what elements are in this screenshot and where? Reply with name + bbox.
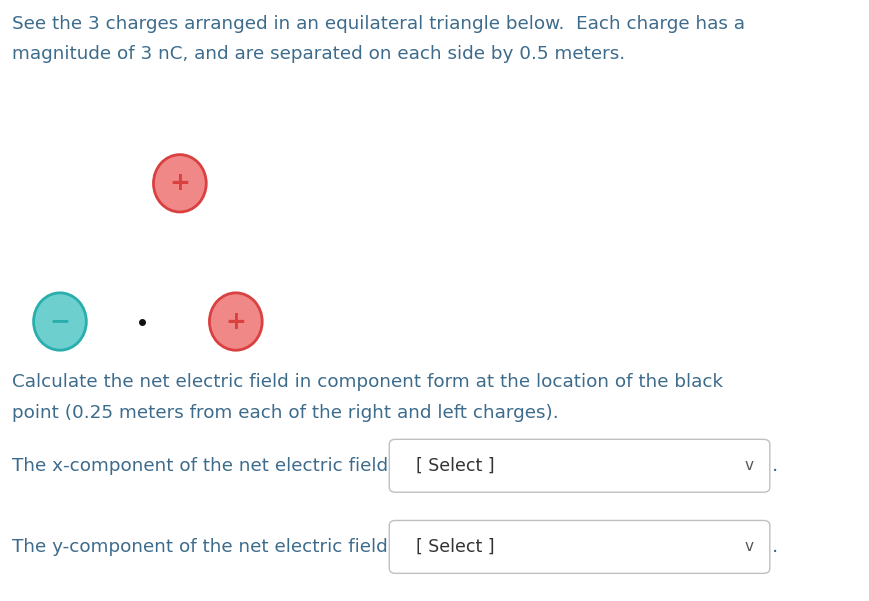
Text: −: − xyxy=(50,310,70,334)
Text: The y-component of the net electric field is: The y-component of the net electric fiel… xyxy=(12,538,408,556)
Text: v: v xyxy=(745,459,753,473)
Text: point (0.25 meters from each of the right and left charges).: point (0.25 meters from each of the righ… xyxy=(12,404,559,422)
FancyBboxPatch shape xyxy=(389,520,770,573)
Text: magnitude of 3 nC, and are separated on each side by 0.5 meters.: magnitude of 3 nC, and are separated on … xyxy=(12,45,625,63)
Text: [ Select ]: [ Select ] xyxy=(415,538,494,556)
Text: +: + xyxy=(169,171,190,195)
Text: v: v xyxy=(745,540,753,554)
Ellipse shape xyxy=(209,293,262,350)
Text: +: + xyxy=(225,310,246,334)
Text: .: . xyxy=(772,537,778,557)
Text: Calculate the net electric field in component form at the location of the black: Calculate the net electric field in comp… xyxy=(12,373,723,391)
Text: The x-component of the net electric field is: The x-component of the net electric fiel… xyxy=(12,457,408,475)
Text: See the 3 charges arranged in an equilateral triangle below.  Each charge has a: See the 3 charges arranged in an equilat… xyxy=(12,15,745,33)
FancyBboxPatch shape xyxy=(389,439,770,492)
Text: [ Select ]: [ Select ] xyxy=(415,457,494,475)
Ellipse shape xyxy=(154,154,206,212)
Ellipse shape xyxy=(34,293,86,350)
Text: .: . xyxy=(772,456,778,475)
